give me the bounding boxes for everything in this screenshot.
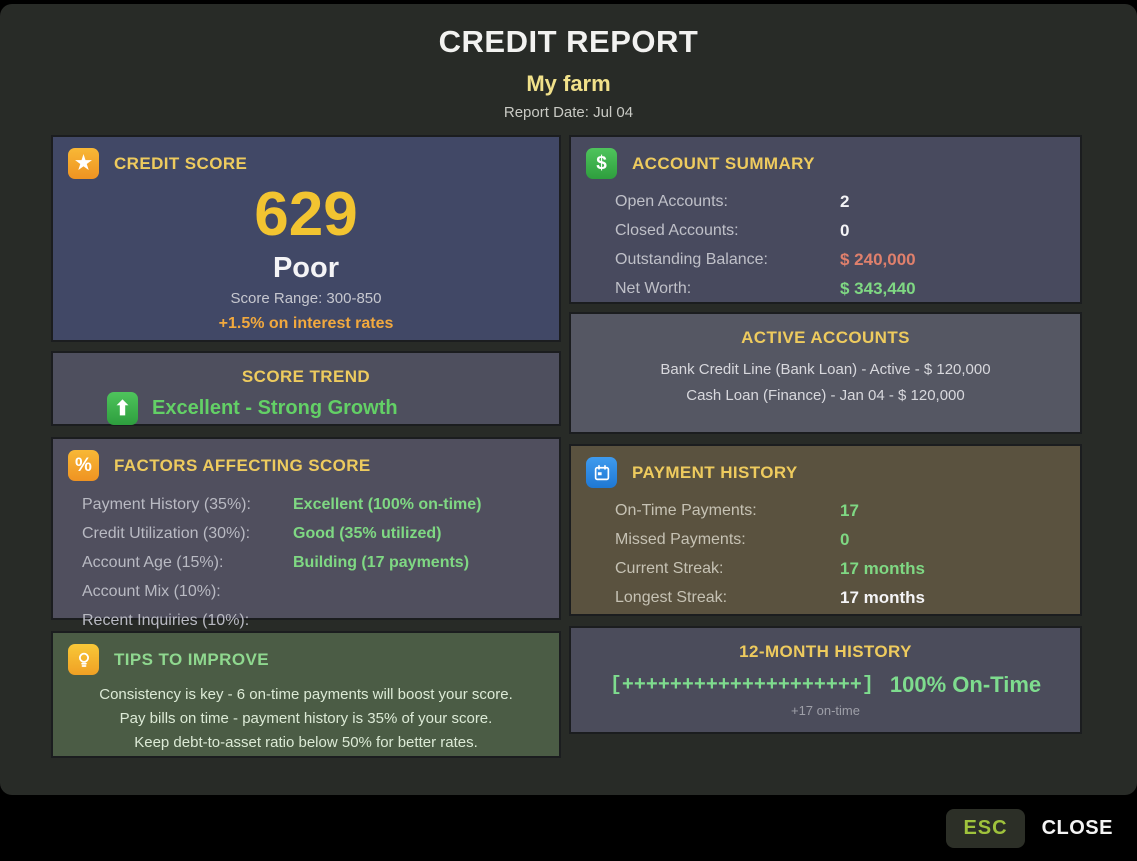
payment-value: 17 months: [840, 587, 926, 607]
footer-bar: ESC CLOSE: [0, 795, 1137, 861]
factor-label: Account Mix (10%):: [82, 582, 221, 600]
account-line: Bank Credit Line (Bank Loan) - Active - …: [660, 361, 991, 378]
tip-line: Pay bills on time - payment history is 3…: [119, 710, 493, 727]
active-accounts-title: ACTIVE ACCOUNTS: [741, 328, 910, 347]
summary-row: Outstanding Balance: $ 240,000: [571, 245, 1080, 274]
payment-label: Missed Payments:: [615, 530, 746, 548]
tips-title: TIPS TO IMPROVE: [114, 649, 269, 669]
payment-row: Longest Streak: 17 months: [571, 583, 1080, 612]
score-trend-title: SCORE TREND: [241, 367, 371, 386]
left-column: ★ CREDIT SCORE 629 Poor Score Range: 300…: [51, 135, 561, 758]
summary-label: Closed Accounts:: [615, 221, 739, 239]
credit-score-range: Score Range: 300-850: [230, 290, 382, 307]
factor-row: Credit Utilization (30%): Good (35% util…: [53, 519, 559, 548]
factor-label: Payment History (35%):: [82, 495, 251, 513]
tip-line: Consistency is key - 6 on-time payments …: [99, 686, 513, 703]
factor-value: Excellent (100% on-time): [293, 495, 482, 513]
star-icon: ★: [68, 148, 99, 179]
page-title: CREDIT REPORT: [438, 24, 699, 59]
esc-button[interactable]: ESC: [946, 808, 1025, 848]
score-trend-value: Excellent - Strong Growth: [152, 397, 398, 419]
factor-label: Credit Utilization (30%):: [82, 524, 251, 542]
summary-value: $ 240,000: [840, 249, 916, 269]
summary-label: Outstanding Balance:: [615, 250, 768, 268]
factor-value: Building (17 payments): [293, 553, 470, 571]
dollar-icon: $: [586, 148, 617, 179]
factor-label: Account Age (15%):: [82, 553, 224, 571]
factor-value: Good (35% utilized): [293, 524, 442, 542]
factor-row: Account Mix (10%):: [53, 577, 559, 606]
account-line: Cash Loan (Finance) - Jan 04 - $ 120,000: [686, 387, 965, 404]
summary-value: 0: [840, 220, 850, 240]
close-button[interactable]: CLOSE: [1041, 816, 1113, 839]
payment-row: Current Streak: 17 months: [571, 554, 1080, 583]
summary-row: Open Accounts: 2: [571, 187, 1080, 216]
percent-icon: %: [68, 450, 99, 481]
factors-panel: % FACTORS AFFECTING SCORE Payment Histor…: [51, 437, 561, 629]
summary-value: $ 343,440: [840, 278, 916, 298]
factor-label: Recent Inquiries (10%):: [82, 611, 250, 629]
factor-row: Recent Inquiries (10%):: [53, 606, 559, 635]
payment-history-title: PAYMENT HISTORY: [632, 462, 798, 482]
on-time-progress-bar: [++++++++++++++++++++]: [609, 673, 874, 697]
on-time-percent: 100% On-Time: [889, 672, 1042, 697]
credit-report-modal: CREDIT REPORT My farm Report Date: Jul 0…: [0, 4, 1137, 795]
summary-label: Net Worth:: [615, 279, 692, 297]
score-trend-panel: SCORE TREND ⬆ Excellent - Strong Growth: [51, 351, 561, 426]
calendar-icon: [586, 457, 617, 488]
summary-row: Closed Accounts: 0: [571, 216, 1080, 245]
interest-rate-note: +1.5% on interest rates: [218, 315, 394, 332]
factors-title: FACTORS AFFECTING SCORE: [114, 455, 371, 475]
payment-value: 17: [840, 500, 859, 520]
trend-up-icon: ⬆: [107, 392, 138, 425]
credit-score-title: CREDIT SCORE: [114, 153, 248, 173]
farm-name: My farm: [526, 71, 611, 96]
lightbulb-icon: [68, 644, 99, 675]
report-columns: ★ CREDIT SCORE 629 Poor Score Range: 300…: [0, 135, 1137, 758]
active-accounts-panel: ACTIVE ACCOUNTS Bank Credit Line (Bank L…: [569, 312, 1082, 434]
payment-value: 17 months: [840, 558, 926, 578]
factor-row: Account Age (15%): Building (17 payments…: [53, 548, 559, 577]
payment-label: Current Streak:: [615, 559, 724, 577]
factor-row: Payment History (35%): Excellent (100% o…: [53, 490, 559, 519]
summary-label: Open Accounts:: [615, 192, 728, 210]
twelve-month-title: 12-MONTH HISTORY: [739, 642, 912, 661]
payment-label: Longest Streak:: [615, 588, 728, 606]
payment-row: On-Time Payments: 17: [571, 496, 1080, 525]
account-summary-panel: $ ACCOUNT SUMMARY Open Accounts: 2 Close…: [569, 135, 1082, 304]
on-time-count: +17 on-time: [790, 703, 860, 718]
credit-score-value: 629: [254, 180, 358, 249]
report-header: CREDIT REPORT My farm Report Date: Jul 0…: [0, 4, 1137, 121]
payment-history-panel: PAYMENT HISTORY On-Time Payments: 17 Mis…: [569, 444, 1082, 616]
twelve-month-history-panel: 12-MONTH HISTORY [++++++++++++++++++++] …: [569, 626, 1082, 734]
report-date: Report Date: Jul 04: [503, 104, 634, 121]
payment-row: Missed Payments: 0: [571, 525, 1080, 554]
credit-score-panel: ★ CREDIT SCORE 629 Poor Score Range: 300…: [51, 135, 561, 342]
payment-value: 0: [840, 529, 850, 549]
tips-panel: TIPS TO IMPROVE Consistency is key - 6 o…: [51, 631, 561, 758]
tip-line: Keep debt-to-asset ratio below 50% for b…: [134, 734, 478, 751]
summary-row: Net Worth: $ 343,440: [571, 274, 1080, 303]
credit-score-rating: Poor: [272, 252, 340, 284]
right-column: $ ACCOUNT SUMMARY Open Accounts: 2 Close…: [569, 135, 1082, 758]
account-summary-title: ACCOUNT SUMMARY: [632, 153, 815, 173]
payment-label: On-Time Payments:: [615, 501, 757, 519]
summary-value: 2: [840, 191, 850, 211]
